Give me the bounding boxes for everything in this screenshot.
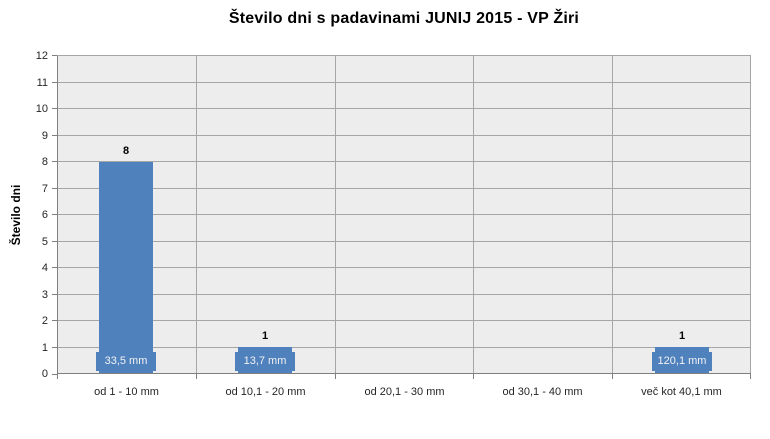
y-axis-tick [52,374,57,375]
y-axis-tick [52,214,57,215]
y-tick-label: 4 [41,262,48,274]
gridline [57,347,751,348]
gridline [57,241,751,242]
y-axis-tick [52,55,57,56]
x-category-label: od 20,1 - 30 mm [364,386,445,398]
y-tick-label: 0 [41,368,48,380]
gridline [57,294,751,295]
x-axis-tick [473,374,474,379]
y-tick-label: 2 [41,315,48,327]
x-axis-line [57,373,751,374]
y-axis-tick [52,188,57,189]
bar-value-label: 1 [261,330,269,342]
bar-value-label: 8 [122,145,130,157]
gridline [57,267,751,268]
y-axis-tick [52,347,57,348]
category-boundary-line [612,56,613,374]
gridline [57,214,751,215]
category-boundary-line [473,56,474,374]
gridline [57,188,751,189]
y-axis-tick [52,108,57,109]
category-boundary-line [750,56,751,374]
y-tick-label: 12 [35,50,48,62]
y-axis-tick [52,267,57,268]
bar-data-label: 120,1 mm [652,352,712,371]
chart-title: Število dni s padavinami JUNIJ 2015 - VP… [228,10,580,27]
bar-data-label: 13,7 mm [235,352,295,371]
x-category-label: od 30,1 - 40 mm [502,386,583,398]
y-tick-label: 11 [36,77,48,89]
x-axis-tick [196,374,197,379]
gridline [57,82,751,83]
x-category-label: več kot 40,1 mm [641,386,722,398]
y-axis-tick [52,294,57,295]
y-tick-label: 1 [41,342,48,354]
y-axis-line [57,56,58,374]
x-category-label: od 10,1 - 20 mm [225,386,306,398]
y-axis-tick [52,135,57,136]
x-axis-tick [750,374,751,379]
y-tick-label: 6 [41,209,48,221]
y-tick-label: 5 [41,236,48,248]
y-axis-tick [52,241,57,242]
y-axis-tick [52,320,57,321]
gridline [57,161,751,162]
x-axis-tick [612,374,613,379]
bar-value-label: 1 [678,330,686,342]
plot-area: 8 33,5 mm 1 13,7 mm 1 120,1 mm [57,55,751,374]
category-boundary-line [196,56,197,374]
y-tick-label: 8 [41,156,48,168]
y-tick-label: 9 [41,130,48,142]
y-axis-tick [52,161,57,162]
category-boundary-line [335,56,336,374]
gridline [57,55,751,56]
x-axis-tick [57,374,58,379]
gridline [57,135,751,136]
gridline [57,108,751,109]
x-category-label: od 1 - 10 mm [94,386,159,398]
x-axis-tick [335,374,336,379]
y-axis-tick [52,82,57,83]
bar [99,162,153,373]
y-tick-label: 10 [35,103,48,115]
y-tick-label: 3 [41,289,48,301]
y-tick-label: 7 [41,183,48,195]
gridline [57,320,751,321]
bar-data-label: 33,5 mm [96,352,156,371]
